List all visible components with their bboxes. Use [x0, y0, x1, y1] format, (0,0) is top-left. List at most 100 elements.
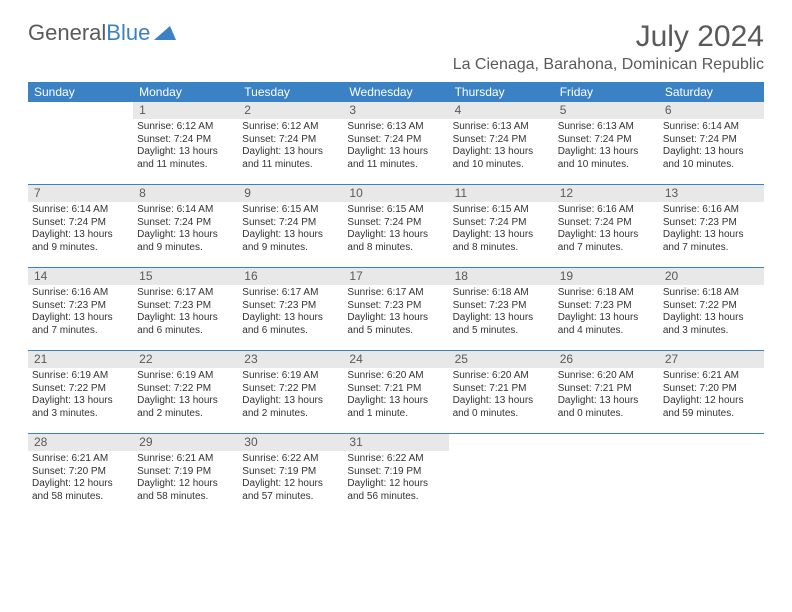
daylight-line: Daylight: 13 hours and 9 minutes.: [32, 229, 129, 254]
sunrise-line: Sunrise: 6:13 AM: [558, 121, 655, 134]
sunset-line: Sunset: 7:24 PM: [663, 134, 760, 147]
calendar-cell: 25Sunrise: 6:20 AMSunset: 7:21 PMDayligh…: [449, 351, 554, 433]
month-title: July 2024: [453, 20, 764, 54]
day-header: Wednesday: [343, 82, 448, 102]
calendar-cell: 14Sunrise: 6:16 AMSunset: 7:23 PMDayligh…: [28, 268, 133, 350]
daylight-line: Daylight: 13 hours and 3 minutes.: [663, 312, 760, 337]
sunset-line: Sunset: 7:21 PM: [558, 383, 655, 396]
calendar-cell: 8Sunrise: 6:14 AMSunset: 7:24 PMDaylight…: [133, 185, 238, 267]
calendar-cell: 4Sunrise: 6:13 AMSunset: 7:24 PMDaylight…: [449, 102, 554, 184]
day-header: Saturday: [659, 82, 764, 102]
day-number: 16: [238, 268, 343, 285]
day-number: 22: [133, 351, 238, 368]
calendar-cell: 28Sunrise: 6:21 AMSunset: 7:20 PMDayligh…: [28, 434, 133, 516]
sunrise-line: Sunrise: 6:18 AM: [453, 287, 550, 300]
day-number: 26: [554, 351, 659, 368]
day-number: 3: [343, 102, 448, 119]
daylight-line: Daylight: 13 hours and 5 minutes.: [453, 312, 550, 337]
sunset-line: Sunset: 7:24 PM: [453, 134, 550, 147]
cell-body: Sunrise: 6:16 AMSunset: 7:23 PMDaylight:…: [28, 285, 133, 341]
sunset-line: Sunset: 7:24 PM: [242, 134, 339, 147]
calendar-cell: 19Sunrise: 6:18 AMSunset: 7:23 PMDayligh…: [554, 268, 659, 350]
cell-body: Sunrise: 6:13 AMSunset: 7:24 PMDaylight:…: [449, 119, 554, 175]
daylight-line: Daylight: 12 hours and 58 minutes.: [32, 478, 129, 503]
day-header: Sunday: [28, 82, 133, 102]
day-number: 23: [238, 351, 343, 368]
sunset-line: Sunset: 7:24 PM: [347, 134, 444, 147]
sunset-line: Sunset: 7:24 PM: [242, 217, 339, 230]
sunrise-line: Sunrise: 6:20 AM: [453, 370, 550, 383]
daylight-line: Daylight: 13 hours and 11 minutes.: [347, 146, 444, 171]
day-number: 10: [343, 185, 448, 202]
daylight-line: Daylight: 13 hours and 8 minutes.: [453, 229, 550, 254]
sunrise-line: Sunrise: 6:16 AM: [32, 287, 129, 300]
sunrise-line: Sunrise: 6:14 AM: [663, 121, 760, 134]
sunset-line: Sunset: 7:23 PM: [347, 300, 444, 313]
daylight-line: Daylight: 13 hours and 5 minutes.: [347, 312, 444, 337]
cell-body: Sunrise: 6:20 AMSunset: 7:21 PMDaylight:…: [554, 368, 659, 424]
sunrise-line: Sunrise: 6:17 AM: [242, 287, 339, 300]
sunset-line: Sunset: 7:24 PM: [347, 217, 444, 230]
sunrise-line: Sunrise: 6:22 AM: [347, 453, 444, 466]
cell-body: Sunrise: 6:18 AMSunset: 7:23 PMDaylight:…: [554, 285, 659, 341]
daylight-line: Daylight: 13 hours and 7 minutes.: [558, 229, 655, 254]
sunrise-line: Sunrise: 6:19 AM: [32, 370, 129, 383]
cell-body: Sunrise: 6:14 AMSunset: 7:24 PMDaylight:…: [28, 202, 133, 258]
calendar-cell: 9Sunrise: 6:15 AMSunset: 7:24 PMDaylight…: [238, 185, 343, 267]
cell-body: Sunrise: 6:18 AMSunset: 7:23 PMDaylight:…: [449, 285, 554, 341]
sunset-line: Sunset: 7:24 PM: [32, 217, 129, 230]
sunset-line: Sunset: 7:22 PM: [242, 383, 339, 396]
calendar-cell: 20Sunrise: 6:18 AMSunset: 7:22 PMDayligh…: [659, 268, 764, 350]
sunset-line: Sunset: 7:23 PM: [242, 300, 339, 313]
calendar-cell: 17Sunrise: 6:17 AMSunset: 7:23 PMDayligh…: [343, 268, 448, 350]
daylight-line: Daylight: 12 hours and 59 minutes.: [663, 395, 760, 420]
sunrise-line: Sunrise: 6:21 AM: [663, 370, 760, 383]
sunset-line: Sunset: 7:22 PM: [137, 383, 234, 396]
daylight-line: Daylight: 12 hours and 56 minutes.: [347, 478, 444, 503]
daylight-line: Daylight: 13 hours and 9 minutes.: [242, 229, 339, 254]
daylight-line: Daylight: 12 hours and 58 minutes.: [137, 478, 234, 503]
calendar-week: 28Sunrise: 6:21 AMSunset: 7:20 PMDayligh…: [28, 433, 764, 516]
sunset-line: Sunset: 7:24 PM: [558, 217, 655, 230]
sunrise-line: Sunrise: 6:16 AM: [663, 204, 760, 217]
day-number: 8: [133, 185, 238, 202]
sunrise-line: Sunrise: 6:14 AM: [137, 204, 234, 217]
day-number: 21: [28, 351, 133, 368]
location: La Cienaga, Barahona, Dominican Republic: [453, 56, 764, 74]
day-number: 27: [659, 351, 764, 368]
calendar-cell: [449, 434, 554, 516]
cell-body: Sunrise: 6:19 AMSunset: 7:22 PMDaylight:…: [28, 368, 133, 424]
sunrise-line: Sunrise: 6:21 AM: [32, 453, 129, 466]
sunset-line: Sunset: 7:21 PM: [453, 383, 550, 396]
sunset-line: Sunset: 7:23 PM: [453, 300, 550, 313]
daylight-line: Daylight: 13 hours and 8 minutes.: [347, 229, 444, 254]
cell-body: Sunrise: 6:16 AMSunset: 7:24 PMDaylight:…: [554, 202, 659, 258]
cell-body: Sunrise: 6:21 AMSunset: 7:20 PMDaylight:…: [659, 368, 764, 424]
sunrise-line: Sunrise: 6:18 AM: [558, 287, 655, 300]
sunrise-line: Sunrise: 6:14 AM: [32, 204, 129, 217]
cell-body: Sunrise: 6:16 AMSunset: 7:23 PMDaylight:…: [659, 202, 764, 258]
calendar-cell: 16Sunrise: 6:17 AMSunset: 7:23 PMDayligh…: [238, 268, 343, 350]
day-number: 2: [238, 102, 343, 119]
sunrise-line: Sunrise: 6:13 AM: [453, 121, 550, 134]
calendar-week: 1Sunrise: 6:12 AMSunset: 7:24 PMDaylight…: [28, 102, 764, 184]
day-header: Monday: [133, 82, 238, 102]
sunset-line: Sunset: 7:19 PM: [242, 466, 339, 479]
daylight-line: Daylight: 13 hours and 10 minutes.: [663, 146, 760, 171]
cell-body: Sunrise: 6:22 AMSunset: 7:19 PMDaylight:…: [238, 451, 343, 507]
sunset-line: Sunset: 7:24 PM: [453, 217, 550, 230]
day-number: 1: [133, 102, 238, 119]
day-number: 17: [343, 268, 448, 285]
calendar-cell: 5Sunrise: 6:13 AMSunset: 7:24 PMDaylight…: [554, 102, 659, 184]
calendar-cell: 15Sunrise: 6:17 AMSunset: 7:23 PMDayligh…: [133, 268, 238, 350]
cell-body: Sunrise: 6:13 AMSunset: 7:24 PMDaylight:…: [343, 119, 448, 175]
calendar-cell: [28, 102, 133, 184]
calendar-cell: 24Sunrise: 6:20 AMSunset: 7:21 PMDayligh…: [343, 351, 448, 433]
calendar-cell: 29Sunrise: 6:21 AMSunset: 7:19 PMDayligh…: [133, 434, 238, 516]
sunset-line: Sunset: 7:21 PM: [347, 383, 444, 396]
calendar-cell: 3Sunrise: 6:13 AMSunset: 7:24 PMDaylight…: [343, 102, 448, 184]
sunset-line: Sunset: 7:19 PM: [137, 466, 234, 479]
calendar-body: 1Sunrise: 6:12 AMSunset: 7:24 PMDaylight…: [28, 102, 764, 516]
day-number: 6: [659, 102, 764, 119]
day-number: 11: [449, 185, 554, 202]
